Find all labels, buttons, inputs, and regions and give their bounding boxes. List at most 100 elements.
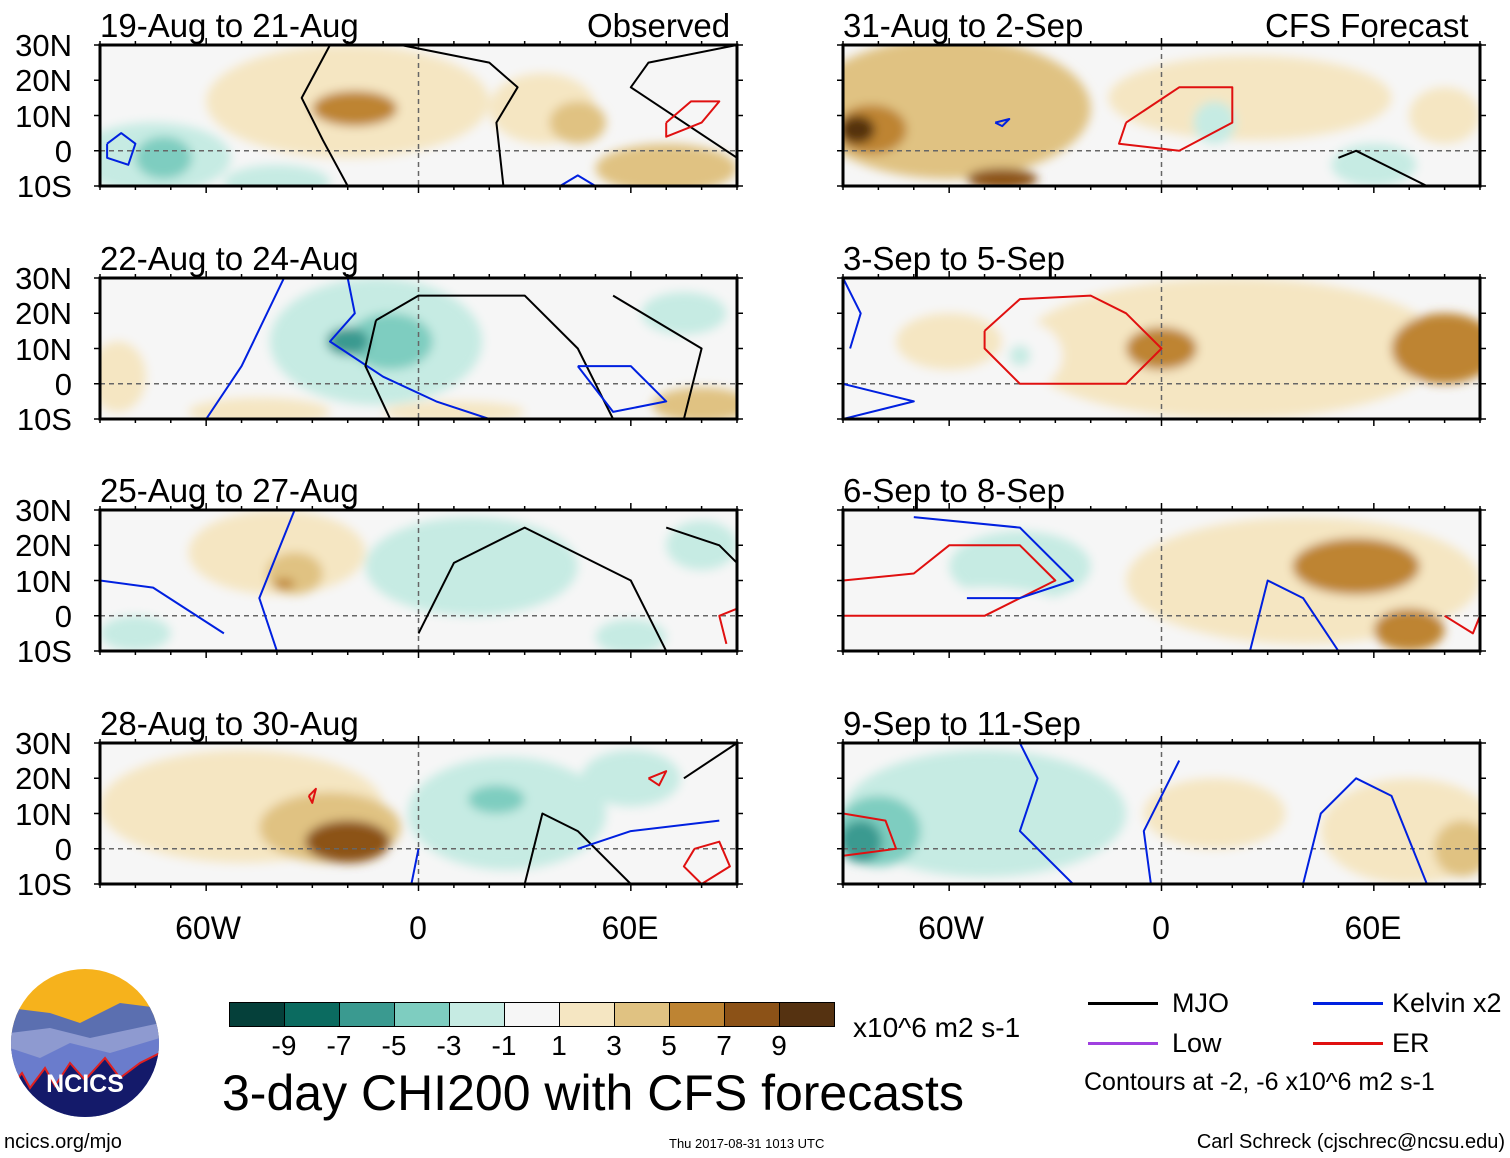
kelvin-contour bbox=[843, 382, 915, 419]
anomaly-region bbox=[135, 136, 193, 179]
lon-label-right: 60E bbox=[1344, 910, 1402, 946]
lat-label: 30N bbox=[15, 28, 72, 63]
contours-note: Contours at -2, -6 x10^6 m2 s-1 bbox=[1084, 1068, 1435, 1096]
colorbar-swatch bbox=[285, 1003, 340, 1026]
lat-label: 10N bbox=[15, 796, 72, 832]
lon-label-right: 0 bbox=[1152, 910, 1170, 946]
mjo-contour bbox=[417, 526, 668, 651]
lat-label: 30N bbox=[15, 726, 72, 761]
kelvin-legend-line bbox=[1313, 1002, 1383, 1005]
low-legend-line bbox=[1088, 1042, 1158, 1045]
anomaly-region bbox=[549, 101, 607, 144]
mjo-legend-line bbox=[1088, 1002, 1158, 1005]
panel-title: 31-Aug to 2-Sep bbox=[843, 7, 1084, 44]
panel-title: 28-Aug to 30-Aug bbox=[100, 705, 359, 742]
anomaly-region bbox=[1331, 143, 1417, 186]
kelvin-contour bbox=[577, 365, 668, 413]
logo-text: NCICS bbox=[46, 1070, 124, 1098]
lon-label-left: 60W bbox=[175, 910, 241, 946]
lat-label: 20N bbox=[15, 296, 72, 332]
colorbar-tick: 7 bbox=[716, 1030, 732, 1061]
kelvin-contour bbox=[410, 848, 420, 884]
mjo-contour bbox=[400, 45, 519, 186]
er-contour bbox=[718, 607, 737, 645]
anomaly-region bbox=[641, 292, 727, 335]
er-contour bbox=[665, 100, 721, 138]
anomaly-region bbox=[896, 313, 1003, 370]
colorbar-tick: -3 bbox=[436, 1030, 462, 1061]
map-panel bbox=[94, 503, 743, 658]
legend-er: ER bbox=[1392, 1028, 1430, 1058]
anomaly-region bbox=[1292, 538, 1420, 595]
observed-header: Observed bbox=[587, 7, 731, 44]
mjo-contour bbox=[629, 45, 737, 159]
anomaly-region bbox=[100, 341, 146, 412]
lon-label-right: 60W bbox=[918, 910, 984, 946]
panel-title: 19-Aug to 21-Aug bbox=[100, 7, 359, 44]
colorbar-tick: 5 bbox=[661, 1030, 677, 1061]
anomaly-region bbox=[1373, 608, 1445, 651]
footer-url[interactable]: ncics.org/mjo bbox=[4, 1131, 122, 1153]
footer-author: Carl Schreck (cjschrec@ncsu.edu) bbox=[1196, 1131, 1505, 1153]
anomaly-region bbox=[1009, 344, 1031, 367]
legend-low: Low bbox=[1172, 1028, 1222, 1058]
mjo-contour bbox=[665, 526, 737, 564]
kelvin-contour bbox=[913, 516, 1074, 600]
anomaly-region bbox=[188, 397, 331, 419]
anomaly-region bbox=[468, 785, 525, 814]
panel-title: 9-Sep to 11-Sep bbox=[843, 705, 1081, 742]
mjo-contour bbox=[375, 294, 614, 419]
kelvin-contour bbox=[258, 510, 296, 651]
kelvin-contour bbox=[106, 132, 137, 166]
anomaly-region bbox=[347, 313, 433, 370]
anomaly-region bbox=[223, 164, 331, 186]
colorbar-tick: -7 bbox=[326, 1030, 352, 1061]
colorbar-tick: -1 bbox=[491, 1030, 517, 1061]
lat-label: 20N bbox=[15, 528, 72, 564]
anomaly-region bbox=[666, 520, 737, 570]
map-panel bbox=[837, 503, 1486, 658]
er-legend-line bbox=[1313, 1042, 1383, 1045]
anomaly-region bbox=[326, 327, 369, 356]
anomaly-region bbox=[581, 750, 681, 807]
anomaly-region bbox=[1409, 87, 1480, 144]
colorbar-swatch bbox=[560, 1003, 615, 1026]
colorbar-tick: 3 bbox=[606, 1030, 622, 1061]
kelvin-contour bbox=[994, 118, 1011, 128]
anomaly-region bbox=[966, 168, 1038, 186]
mjo-contour bbox=[523, 812, 632, 884]
colorbar-units: x10^6 m2 s-1 bbox=[853, 1012, 1021, 1043]
anomaly-region bbox=[1391, 313, 1480, 384]
mjo-contour bbox=[300, 45, 349, 186]
er-contour bbox=[1118, 86, 1234, 152]
colorbar-swatch bbox=[670, 1003, 725, 1026]
lat-label: 10N bbox=[15, 563, 72, 599]
anomaly-region bbox=[595, 143, 737, 186]
kelvin-contour bbox=[559, 174, 596, 186]
lat-label: 10N bbox=[15, 98, 72, 134]
panel-title: 22-Aug to 24-Aug bbox=[100, 240, 359, 277]
lat-label: 10S bbox=[16, 867, 72, 902]
kelvin-contour bbox=[577, 819, 720, 850]
lat-label: 10S bbox=[16, 169, 72, 204]
lat-label: 10N bbox=[15, 331, 72, 367]
anomaly-region bbox=[843, 820, 882, 863]
colorbar-swatch bbox=[725, 1003, 780, 1026]
lat-label: 30N bbox=[15, 493, 72, 528]
anomaly-region bbox=[843, 45, 1091, 179]
anomaly-region bbox=[100, 615, 171, 651]
colorbar-swatch bbox=[450, 1003, 505, 1026]
lat-label: 30N bbox=[15, 261, 72, 296]
lon-label-left: 0 bbox=[409, 910, 427, 946]
lat-label: 0 bbox=[54, 831, 72, 867]
er-contour bbox=[983, 294, 1163, 385]
anomaly-region bbox=[1108, 55, 1392, 141]
er-contour bbox=[647, 770, 668, 787]
lat-label: 0 bbox=[54, 133, 72, 169]
mjo-contour bbox=[683, 743, 737, 780]
main-title: 3-day CHI200 with CFS forecasts bbox=[222, 1065, 964, 1121]
anomaly-region bbox=[1019, 278, 1445, 419]
colorbar-tick: -5 bbox=[381, 1030, 407, 1061]
er-contour bbox=[843, 544, 1057, 617]
